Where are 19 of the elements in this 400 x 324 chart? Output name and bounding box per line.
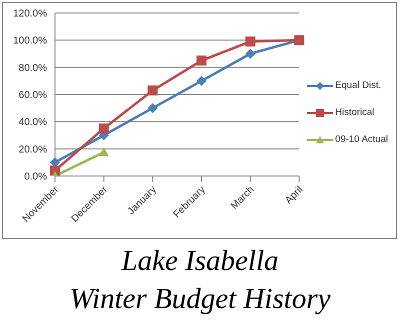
point — [98, 123, 109, 134]
legend-label: 09-10 Actual — [335, 134, 388, 145]
point — [148, 103, 158, 114]
point — [50, 157, 60, 168]
legend-label: Equal Dist. — [335, 80, 382, 91]
y-tick-label: 100.0% — [13, 36, 48, 47]
y-tick-label: 80.0% — [18, 62, 48, 74]
y-tick-label: 20.0% — [18, 144, 48, 156]
y-tick-label: 0.0% — [24, 172, 48, 183]
point — [196, 76, 207, 86]
legend-label: Historical — [335, 107, 374, 118]
y-tick-label: 60.0% — [18, 90, 48, 102]
point — [245, 36, 256, 47]
text: Lake Isabella Winter Budget History — [68, 244, 332, 317]
point — [245, 48, 256, 59]
y-tick-label: 40.0% — [18, 117, 48, 128]
point — [148, 85, 158, 96]
y-tick-label: 120.0% — [13, 8, 48, 20]
point — [196, 56, 207, 66]
